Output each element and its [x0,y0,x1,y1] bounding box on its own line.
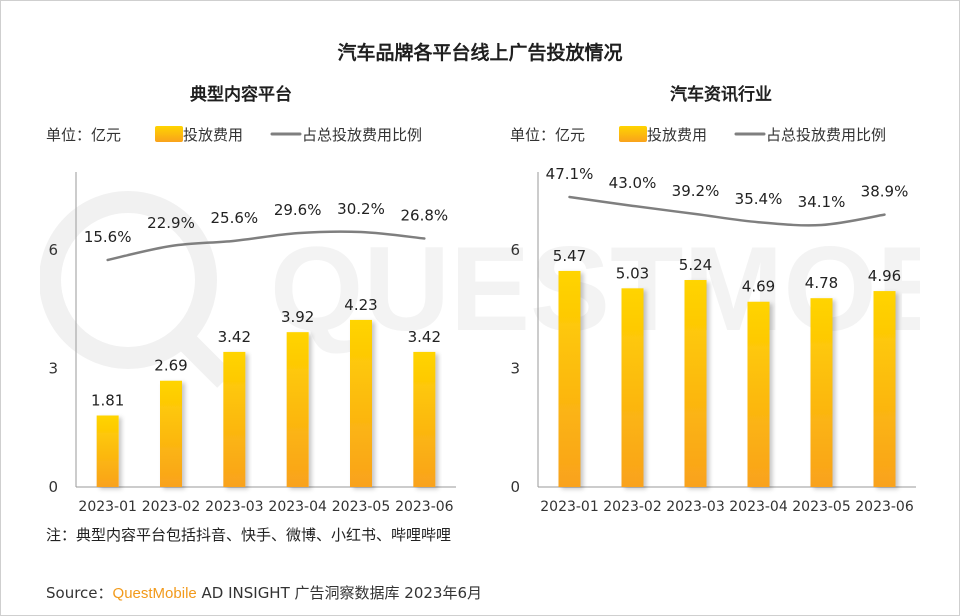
source-brand: QuestMobile [112,585,197,602]
chart1-legend-line-label: 占总投放费用比例 [302,126,422,144]
chart2-title: 汽车资讯行业 [670,84,772,105]
chart1-bar-label: 3.42 [408,328,441,346]
chart2-xtick-label: 2023-02 [603,499,662,515]
chart2-ratio-label: 35.4% [735,190,783,208]
chart2-legend-unit: 单位：亿元 [510,126,585,144]
chart2-xtick-label: 2023-05 [792,499,851,515]
chart2-bar [621,288,644,487]
chart2-xtick-label: 2023-06 [855,499,914,515]
chart2-legend-bar-swatch [619,126,647,142]
chart1-ratio-label: 30.2% [337,200,385,218]
chart1-xtick-label: 2023-03 [205,499,264,515]
chart1-bar [223,351,246,487]
chart1-bar [96,415,119,487]
chart2-ytick-label: 3 [510,360,520,378]
chart2-ratio-label: 34.1% [798,193,846,211]
chart2-xtick-label: 2023-04 [729,499,788,515]
chart1-bar-label: 2.69 [154,357,187,375]
chart1-ratio-label: 29.6% [274,201,322,219]
chart2-bar [810,298,833,487]
chart2-ratio-label: 38.9% [861,183,909,201]
chart2-bar [558,270,581,487]
chart2-bar [684,280,707,487]
chart1-ratio-line [106,230,426,262]
chart1-ratio-label: 25.6% [211,209,259,227]
chart2-legend-line-label: 占总投放费用比例 [766,126,886,144]
chart1-ratio-label: 22.9% [147,214,195,232]
chart1-xtick-label: 2023-04 [268,499,327,515]
chart1-xtick-label: 2023-01 [78,499,137,515]
chart1-bar-label: 3.92 [281,308,314,326]
chart1-legend-unit: 单位：亿元 [46,126,121,144]
source-suffix: AD INSIGHT 广告洞察数据库 2023年6月 [196,584,483,602]
page-title: 汽车品牌各平台线上广告投放情况 [337,42,623,64]
chart1-bar-label: 1.81 [91,392,124,410]
chart1-bar [286,332,309,487]
chart2-bar-label: 4.96 [868,267,901,285]
chart1-xtick-label: 2023-02 [142,499,201,515]
chart1-xtick-label: 2023-06 [395,499,454,515]
chart1-ratio-label: 15.6% [84,228,132,246]
chart1-legend-bar-swatch [155,126,183,142]
chart2-xtick-label: 2023-01 [540,499,599,515]
chart1-bar [160,380,182,487]
chart1-title: 典型内容平台 [190,84,292,105]
chart2-ytick-label: 0 [510,478,520,496]
chart1-ytick-label: 0 [48,478,58,496]
chart1-legend-bar-label: 投放费用 [183,126,243,144]
chart1-bar-label: 4.23 [344,296,377,314]
chart2-ratio-label: 39.2% [672,182,720,200]
chart1-bar [350,319,372,487]
chart2-ratio-label: 47.1% [546,165,594,183]
source-prefix: Source： [46,584,113,602]
chart1-bar [413,351,436,487]
chart1-ytick-label: 6 [48,241,58,259]
chart1-xtick-label: 2023-05 [332,499,391,515]
chart2-bar-label: 5.24 [679,256,712,274]
chart2-bar-label: 4.78 [805,274,838,292]
chart2-bar [873,291,896,487]
chart2-bar [747,301,770,487]
chart1-bar-label: 3.42 [218,328,251,346]
chart1-ytick-label: 3 [48,360,58,378]
chart2-ratio-line [568,195,886,227]
chart2-bar-label: 5.47 [553,247,586,265]
footnote: 注：典型内容平台包括抖音、快手、微博、小红书、哔哩哔哩 [46,526,452,544]
chart2-bar-label: 5.03 [616,264,649,282]
chart2-ratio-label: 43.0% [609,174,657,192]
chart2-bar-label: 4.69 [742,278,775,296]
source-line: Source：QuestMobile AD INSIGHT 广告洞察数据库 20… [46,582,482,603]
chart2-ytick-label: 6 [510,241,520,259]
chart2-xtick-label: 2023-03 [666,499,725,515]
chart2-legend-bar-label: 投放费用 [647,126,707,144]
chart1-ratio-label: 26.8% [401,207,449,225]
